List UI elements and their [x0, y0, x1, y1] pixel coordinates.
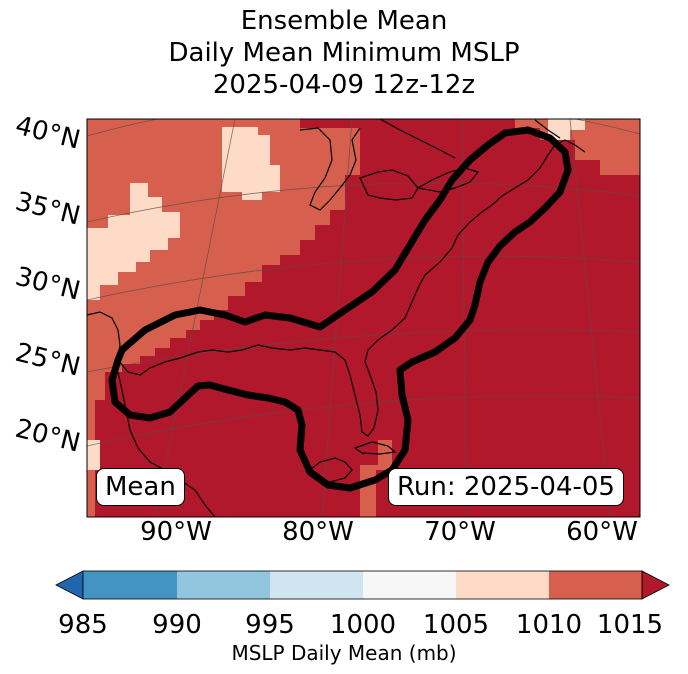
colorbar-extend-high: [641, 570, 670, 600]
lon-label-80w: 80°W: [282, 517, 354, 547]
run-date-box: Run: 2025-04-05: [388, 468, 624, 506]
colorbar-bin-985-990: [83, 571, 177, 599]
colorbar-tick-1000: 1000: [330, 610, 396, 640]
colorbar-label: MSLP Daily Mean (mb): [231, 641, 457, 665]
colorbar-tick-1005: 1005: [423, 610, 489, 640]
colorbar-bin-995-1000: [270, 571, 363, 599]
lat-label-20: 20°N: [12, 414, 83, 459]
colorbar-bin-1000-1005: [363, 571, 456, 599]
mslp-region-1010-1015-north: [222, 127, 280, 200]
mslp-region-1010-1015-sw: [87, 440, 100, 470]
lat-label-35: 35°N: [12, 187, 83, 232]
title-line-2: Daily Mean Minimum MSLP: [168, 38, 520, 68]
lon-label-90w: 90°W: [140, 517, 212, 547]
mslp-region-1010-1015-ne: [548, 119, 585, 140]
colorbar-bin-1010-1015: [549, 571, 642, 599]
colorbar-tick-990: 990: [152, 610, 202, 640]
lat-label-30: 30°N: [12, 262, 83, 307]
colorbar-frame: [82, 570, 643, 600]
mslp-contour: [108, 126, 572, 492]
mslp-region-1010-1015-west: [87, 183, 180, 300]
colorbar-tick-995: 995: [245, 610, 295, 640]
lat-label-40: 40°N: [12, 111, 83, 156]
title-line-3: 2025-04-09 12z-12z: [212, 70, 476, 100]
map-panel: [87, 119, 640, 517]
colorbar: [55, 570, 670, 600]
map-frame: [86, 118, 641, 518]
title-line-1: Ensemble Mean: [240, 6, 448, 36]
colorbar-tick-1015: 1015: [597, 610, 663, 640]
colorbar-tick-1010: 1010: [516, 610, 582, 640]
mean-label-box: Mean: [96, 468, 185, 506]
colorbar-bin-990-995: [177, 571, 270, 599]
lat-label-25: 25°N: [12, 338, 83, 383]
lon-label-70w: 70°W: [424, 517, 496, 547]
colorbar-extend-low: [55, 570, 84, 600]
lon-label-60w: 60°W: [566, 517, 638, 547]
colorbar-tick-985: 985: [58, 610, 108, 640]
colorbar-bin-1005-1010: [456, 571, 549, 599]
